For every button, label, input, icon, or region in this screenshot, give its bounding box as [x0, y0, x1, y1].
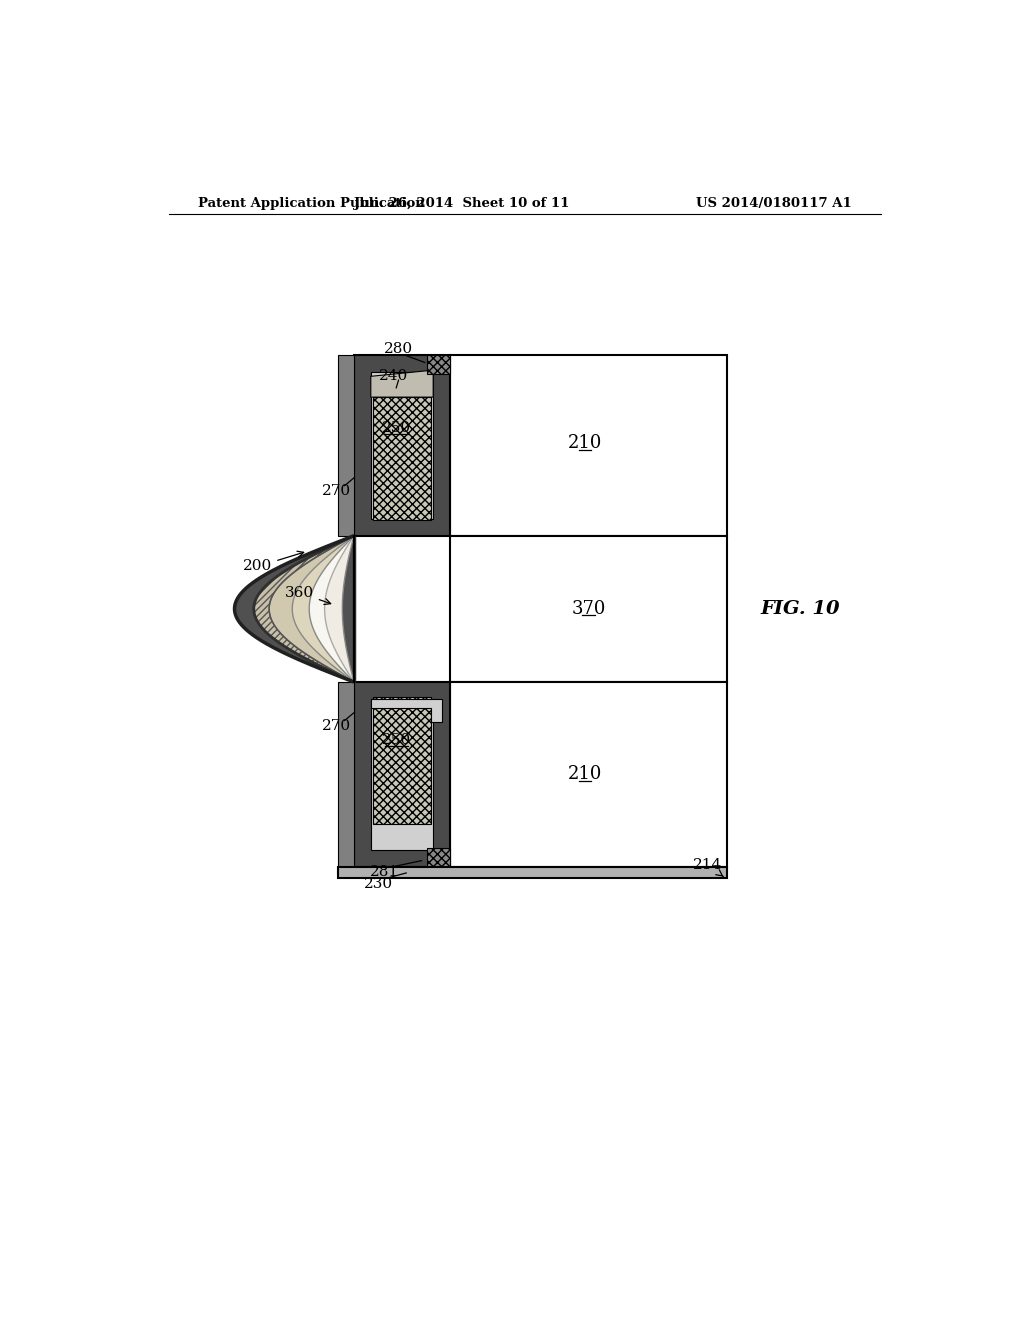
Text: 270: 270 — [323, 484, 351, 498]
Text: US 2014/0180117 A1: US 2014/0180117 A1 — [695, 197, 851, 210]
Text: 250: 250 — [382, 421, 411, 434]
Polygon shape — [254, 536, 354, 682]
Polygon shape — [269, 536, 354, 682]
Bar — [427, 355, 451, 374]
Bar — [451, 355, 727, 536]
Bar — [339, 682, 354, 867]
Text: Jun. 26, 2014  Sheet 10 of 11: Jun. 26, 2014 Sheet 10 of 11 — [354, 197, 569, 210]
Bar — [373, 397, 431, 520]
Text: 370: 370 — [571, 599, 606, 618]
Bar — [354, 682, 451, 867]
Bar — [373, 697, 431, 825]
Polygon shape — [234, 536, 354, 682]
Polygon shape — [371, 700, 442, 722]
Polygon shape — [371, 370, 433, 397]
Bar — [339, 355, 354, 536]
Bar — [371, 372, 433, 519]
Text: 240: 240 — [379, 368, 409, 383]
Text: 280: 280 — [384, 342, 413, 356]
Bar — [339, 867, 727, 878]
Text: 230: 230 — [364, 876, 393, 891]
Bar — [371, 700, 433, 850]
Polygon shape — [292, 536, 354, 682]
Text: 214: 214 — [693, 858, 724, 876]
Polygon shape — [342, 536, 354, 682]
Text: 281: 281 — [370, 865, 399, 879]
Text: 270: 270 — [323, 719, 351, 733]
Polygon shape — [325, 536, 354, 682]
Text: 360: 360 — [285, 586, 331, 605]
Polygon shape — [309, 536, 354, 682]
Text: FIG. 10: FIG. 10 — [761, 599, 841, 618]
Text: 250: 250 — [382, 733, 411, 747]
Text: 200: 200 — [243, 552, 304, 573]
Bar — [451, 536, 727, 682]
Text: Patent Application Publication: Patent Application Publication — [199, 197, 425, 210]
Text: 210: 210 — [567, 766, 602, 783]
Text: 210: 210 — [567, 434, 602, 453]
Bar — [451, 682, 727, 867]
Bar — [354, 355, 451, 536]
Bar — [427, 847, 451, 867]
